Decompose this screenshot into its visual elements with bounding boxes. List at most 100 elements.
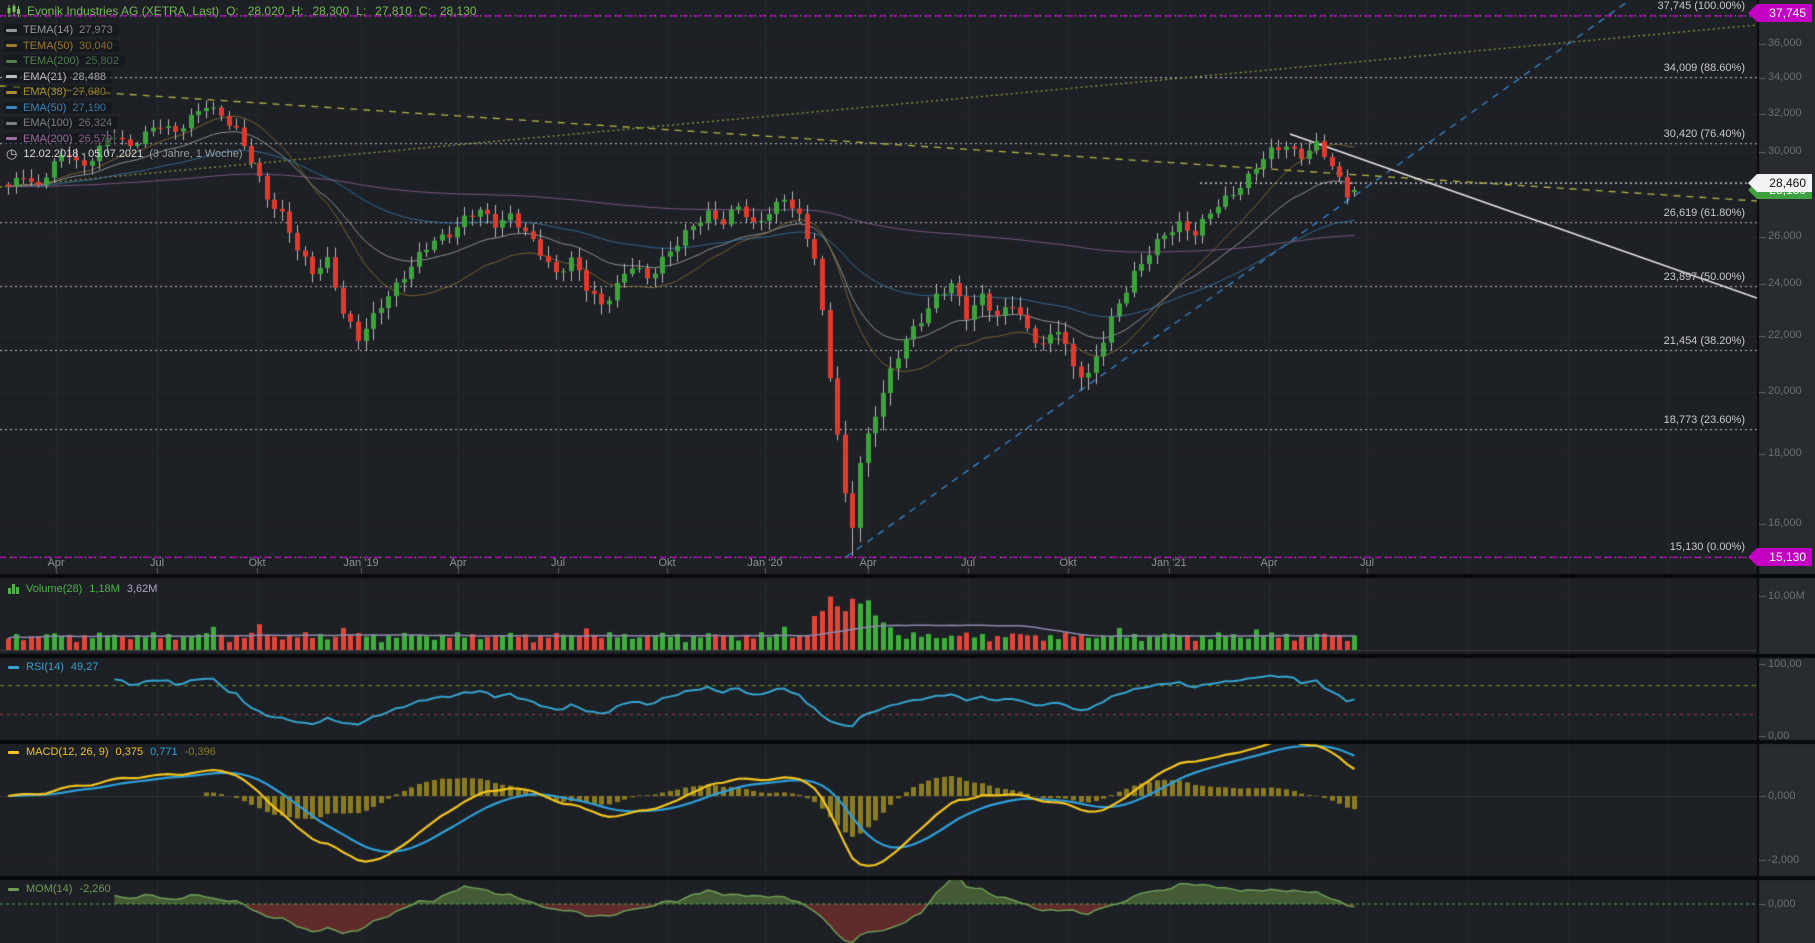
- fib-level-label: 21,454 (38.20%): [1663, 335, 1745, 347]
- x-axis-label: Jul: [149, 557, 165, 569]
- indicator-legend-item[interactable]: EMA(200) 26,579: [4, 132, 119, 145]
- y-axis-label: 24,000: [1768, 277, 1802, 289]
- indicator-legend-item[interactable]: EMA(21) 28,488: [4, 70, 113, 83]
- close-label: C:: [418, 4, 431, 18]
- indicator-value: 28,488: [72, 70, 107, 83]
- candlestick-chart-icon: [7, 4, 20, 17]
- y-axis-label: 34,000: [1768, 71, 1802, 83]
- indicator-name: EMA(200): [23, 132, 73, 145]
- x-axis-label: Apr: [47, 557, 65, 569]
- momentum-axis-0: 0,000: [1768, 898, 1796, 910]
- macd-name: MACD(12, 26, 9): [26, 746, 109, 758]
- momentum-value: -2,260: [79, 883, 111, 895]
- rsi-axis-0: 0,00: [1768, 730, 1790, 742]
- macd-axis-0: 0,000: [1768, 790, 1796, 802]
- indicator-line-icon: [6, 90, 17, 94]
- indicator-value: 27,190: [72, 101, 107, 114]
- low-label: L:: [356, 4, 367, 18]
- momentum-legend[interactable]: MOM(14) -2,260: [8, 883, 111, 895]
- indicator-value: 26,579: [78, 132, 113, 145]
- volume-ma-value: 3,62M: [126, 583, 158, 595]
- x-axis-label: Jul: [550, 557, 566, 569]
- x-axis-label: Apr: [449, 557, 467, 569]
- open-label: O:: [226, 4, 239, 18]
- x-axis-label: Jan '21: [1151, 557, 1187, 569]
- x-axis-label: Jul: [960, 557, 976, 569]
- volume-name: Volume(28): [26, 583, 83, 595]
- indicator-line-icon: [6, 75, 17, 78]
- indicator-name: EMA(38): [23, 86, 67, 98]
- indicator-name: EMA(21): [23, 70, 67, 83]
- momentum-name: MOM(14): [26, 883, 73, 895]
- y-axis-label: 32,000: [1768, 107, 1802, 119]
- indicator-legend-item[interactable]: TEMA(200) 25,802: [4, 55, 125, 67]
- y-axis-label: 20,000: [1768, 385, 1802, 397]
- y-axis-label: 30,000: [1768, 145, 1802, 157]
- indicator-legend-item[interactable]: EMA(50) 27,190: [4, 101, 113, 114]
- indicator-value: 27,680: [72, 86, 107, 98]
- macd-hist-value: -0,396: [184, 746, 216, 758]
- fib-level-label: 26,619 (61.80%): [1663, 207, 1745, 219]
- rsi-value: 49,27: [70, 661, 99, 673]
- clock-icon: ◷: [6, 146, 18, 161]
- high-label: H:: [291, 4, 304, 18]
- indicator-name: TEMA(50): [23, 39, 74, 52]
- rsi-name: RSI(14): [26, 661, 64, 673]
- macd-legend[interactable]: MACD(12, 26, 9) 0,375 0,771 -0,396: [8, 746, 216, 758]
- indicator-name: EMA(50): [23, 101, 67, 114]
- chart-header: Evonik Industries AG (XETRA, Last) O: 28,…: [6, 4, 477, 18]
- indicator-line-icon: [6, 44, 17, 47]
- volume-icon: [8, 584, 19, 594]
- indicator-legend-item[interactable]: TEMA(14) 27,973: [4, 24, 119, 36]
- high-value: 28,300: [312, 4, 350, 18]
- date-range-text: 12.02.2018 - 05.07.2021: [23, 148, 144, 160]
- indicator-name: TEMA(14): [23, 24, 74, 36]
- indicator-line-icon: [6, 59, 17, 63]
- indicator-value: 26,324: [78, 117, 113, 129]
- indicator-value: 27,973: [79, 24, 113, 36]
- low-value: 27,810: [375, 4, 412, 18]
- x-axis-label: Apr: [859, 557, 877, 569]
- indicator-legend-item[interactable]: EMA(100) 26,324: [4, 117, 119, 129]
- volume-legend[interactable]: Volume(28) 1,18M 3,62M: [8, 583, 157, 595]
- fib-top-price-tag: 37,745: [1748, 4, 1812, 22]
- indicator-name: TEMA(200): [23, 55, 80, 67]
- fib-level-label: 30,420 (76.40%): [1663, 128, 1745, 140]
- x-axis-label: Apr: [1260, 557, 1278, 569]
- rsi-legend[interactable]: RSI(14) 49,27: [8, 661, 98, 673]
- indicator-legend-item[interactable]: EMA(38) 27,680: [4, 86, 113, 98]
- date-range-info[interactable]: ◷ 12.02.2018 - 05.07.2021 (3 Jahre, 1 Wo…: [6, 146, 243, 161]
- x-axis-label: Okt: [1059, 557, 1077, 569]
- macd-line-icon: [8, 750, 19, 754]
- x-axis-label: Okt: [658, 557, 676, 569]
- macd-axis-neg2000: -2,000: [1768, 854, 1800, 866]
- y-axis-label: 18,000: [1768, 447, 1802, 459]
- x-axis-label: Jan '19: [343, 557, 379, 569]
- y-axis-label: 22,000: [1768, 329, 1802, 341]
- rsi-axis-100: 100,00: [1768, 658, 1802, 670]
- x-axis-label: Okt: [248, 557, 266, 569]
- fib-level-label: 34,009 (88.60%): [1663, 62, 1745, 74]
- y-axis-label: 36,000: [1768, 37, 1802, 49]
- indicator-legend-item[interactable]: TEMA(50) 30,040: [4, 39, 119, 52]
- x-axis-label: Jul: [1359, 557, 1375, 569]
- volume-value: 1,18M: [89, 583, 120, 595]
- macd-signal-value: 0,771: [150, 746, 178, 758]
- indicator-name: EMA(100): [23, 117, 73, 129]
- fib-level-label: 15,130 (0.00%): [1669, 541, 1745, 553]
- x-axis-label: Jan '20: [747, 557, 783, 569]
- y-axis-label: 16,000: [1768, 517, 1802, 529]
- fib-bottom-price-tag: 15,130: [1748, 548, 1812, 566]
- fib-level-label: 23,897 (50.00%): [1663, 271, 1745, 283]
- instrument-title: Evonik Industries AG (XETRA, Last): [27, 4, 220, 18]
- indicator-line-icon: [6, 137, 17, 140]
- indicator-value: 30,040: [79, 39, 113, 52]
- horizontal-line-tag: 28,460: [1748, 174, 1812, 192]
- fib-level-label: 37,745 (100.00%): [1657, 0, 1745, 12]
- date-range-duration: (3 Jahre, 1 Woche): [149, 148, 243, 160]
- indicator-line-icon: [6, 121, 17, 125]
- y-axis-label: 26,000: [1768, 230, 1802, 242]
